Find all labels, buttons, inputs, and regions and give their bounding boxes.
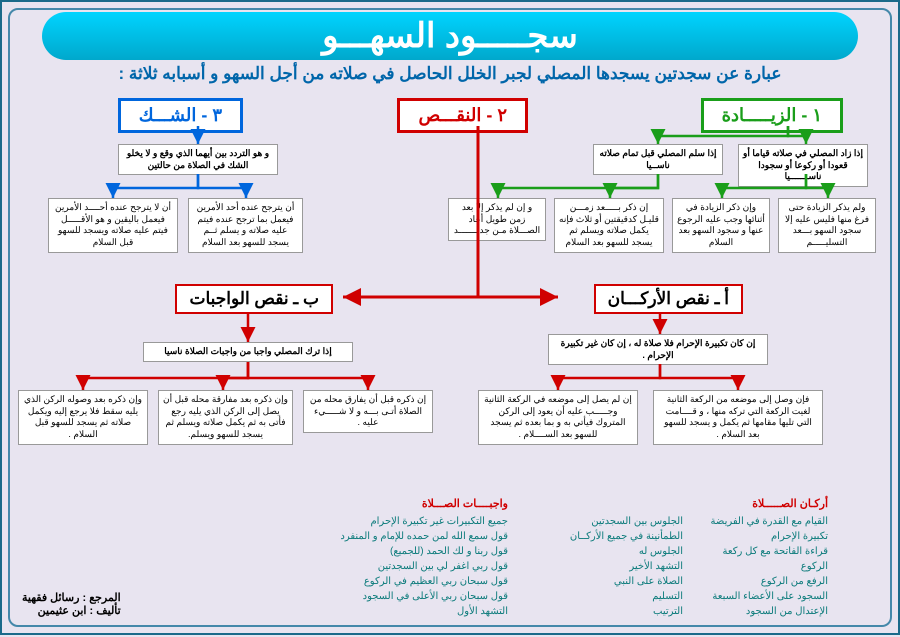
- node-z2a: إن ذكر بـــــعد زمـــن قليـل كدقيقتين أو…: [554, 198, 664, 253]
- node-z1a: ولم يذكر الزيادة حتى فرغ منها فليس عليه …: [778, 198, 876, 253]
- list-arkan-1: أركـان الصـــــلاة القيام مع القدرة في ا…: [698, 496, 828, 620]
- subhead-naqs-wajibat: ب ـ نقص الواجبات: [175, 284, 333, 314]
- node-nA-def: إن كان تكبيرة الإحرام فلا صلاة له ، إن ك…: [548, 334, 768, 365]
- category-1: ١ - الزيـــــادة: [701, 98, 843, 133]
- category-3: ٣ - الشـــك: [118, 98, 243, 133]
- node-z1b: وإن ذكر الزيادة في أثنائها وجب عليه الرج…: [672, 198, 770, 253]
- node-shk-def: و هو التردد بين أيهما الذي وقع و لا يخلو…: [118, 144, 278, 175]
- node-nB-def: إذا ترك المصلي واجبا من واجبات الصلاة نا…: [143, 342, 353, 362]
- category-2: ٢ - النقـــص: [397, 98, 528, 133]
- list-arkan-2: الجلوس بين السجدتين الطمأنينة في جميع ال…: [563, 498, 683, 619]
- node-nB1: إن ذكره قبل أن يفارق محله من الصلاة أتـى…: [303, 390, 433, 433]
- list-wajibat: واجبــــات الصـــلاة جميع التكبيرات غير …: [328, 496, 508, 620]
- subtitle: عبارة عن سجدتين يسجدها المصلي لجبر الخلل…: [32, 64, 868, 84]
- subhead-naqs-arkan: أ ـ نقص الأركـــان: [594, 284, 743, 314]
- node-nA1: فإن وصل إلى موضعه من الركعة الثانية لغيت…: [653, 390, 823, 445]
- node-nB3: وإن ذكره بعد وصوله الركن الذي يليه سقط ف…: [18, 390, 148, 445]
- node-nA2: إن لم يصل إلى موضعه في الركعة الثانية وج…: [478, 390, 638, 445]
- node-nB2: وإن ذكره بعد مفارقة محله قبل أن يصل إلى …: [158, 390, 293, 445]
- page-title: سجـــــود السهـــو: [42, 12, 858, 60]
- node-z1: إذا زاد المصلي في صلاته قياما أو قعودا أ…: [738, 144, 868, 187]
- node-z2b: و إن لم يذكر إلا بعد زمن طويل أعاد الصــ…: [448, 198, 546, 241]
- list-wajib-head: واجبــــات الصـــلاة: [328, 496, 508, 513]
- list-arkan-head: أركـان الصـــــلاة: [698, 496, 828, 513]
- node-z2: إذا سلم المصلي قبل تمام صلاته ناســيا: [593, 144, 723, 175]
- node-shk2: أن لا يترجح عنده أحــــد الأمرين فيعمل ب…: [48, 198, 178, 253]
- reference: المرجع : رسائل فقهية تأليف : ابن عثيمين: [22, 591, 121, 617]
- title-band: سجـــــود السهـــو: [42, 12, 858, 60]
- node-shk1: أن يترجح عنده أحد الأمرين فيعمل بما ترجح…: [188, 198, 303, 253]
